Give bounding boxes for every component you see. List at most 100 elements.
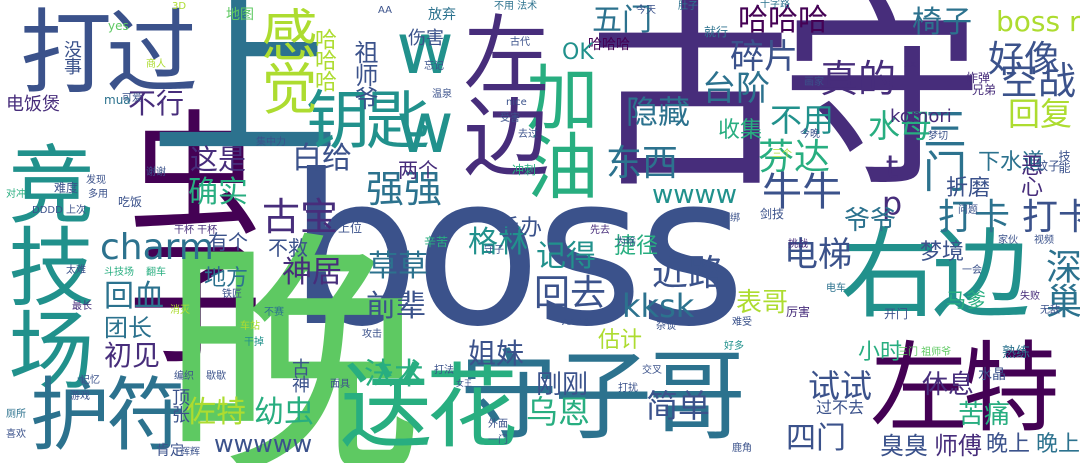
word: 前辈	[366, 292, 426, 322]
word: 古神	[290, 358, 308, 393]
word: 三门 祖师爷	[898, 348, 951, 358]
word: 喜欢	[6, 430, 26, 440]
word: 草草	[368, 252, 428, 282]
word: 一门	[488, 436, 508, 446]
word: 发现	[86, 176, 106, 186]
word: 捆绑	[720, 214, 740, 224]
word: 白给	[292, 144, 352, 174]
word: 杂谈	[656, 322, 676, 332]
word: 打扰	[618, 384, 638, 394]
word: 地图	[226, 8, 254, 22]
word: 鹿角	[732, 444, 752, 454]
word: wwwww	[214, 432, 312, 456]
word: 打卡	[1022, 200, 1080, 236]
word: 休息	[922, 372, 974, 398]
word: 干掉	[244, 338, 264, 348]
word: 四门	[786, 424, 846, 454]
word: 椅子	[912, 8, 972, 38]
word: 技能	[1058, 150, 1070, 173]
word: 打法	[434, 366, 454, 376]
word: 电饭煲	[6, 96, 60, 114]
word: wwww	[652, 182, 737, 208]
word: 乌恩	[526, 396, 590, 428]
word: 游戏	[70, 392, 90, 402]
word: 回复	[1008, 98, 1072, 130]
word: 翻车	[146, 268, 166, 278]
word: kksk	[622, 290, 694, 322]
word: 过不去	[816, 400, 864, 416]
word: 地方	[204, 268, 248, 290]
word: 谢谢	[146, 168, 166, 178]
word: 哈哈哈	[738, 6, 828, 36]
word: 肚子	[678, 2, 698, 12]
word: 台阶	[702, 72, 770, 106]
word: 感觉	[256, 6, 312, 114]
word: 开门	[884, 308, 908, 320]
word: OK	[562, 42, 594, 64]
word: 受害	[500, 114, 520, 124]
word: 今晚	[800, 130, 820, 140]
word: 祖师爷	[352, 40, 376, 109]
word: 剑技	[760, 208, 784, 220]
word: 团长	[104, 316, 152, 340]
word: 两个	[398, 160, 438, 180]
word: 多用	[88, 190, 108, 200]
word: 外面	[488, 420, 508, 430]
word: 佐特	[186, 398, 246, 428]
word: 古宝	[262, 198, 338, 236]
word: 放弃	[428, 8, 456, 22]
word: 晚上	[986, 434, 1030, 456]
word: 交叉	[642, 366, 662, 376]
word: 女王	[456, 380, 472, 388]
word: 估计	[598, 330, 642, 352]
word: 歇歇	[206, 372, 226, 382]
word: 挑战	[788, 240, 808, 250]
word: 简单	[646, 390, 710, 422]
word: 难度	[54, 182, 78, 194]
word: xx	[904, 60, 916, 70]
word: 画家	[804, 78, 824, 88]
word: 不用 法术	[494, 2, 537, 12]
word: 手办	[498, 218, 542, 240]
word: 一会	[962, 266, 982, 276]
word: 神居	[282, 258, 342, 288]
word: 伤害	[408, 30, 444, 48]
word: 面具	[330, 380, 350, 390]
word: 牛牛	[762, 172, 842, 212]
word: boss rush	[996, 8, 1080, 36]
word: 铁匠	[222, 290, 242, 300]
word: 无敌	[1040, 306, 1060, 316]
word: 为啥	[616, 238, 636, 248]
word: 没事	[62, 40, 80, 75]
word: 厕所	[6, 410, 26, 420]
word: 不救	[268, 238, 308, 258]
word: 失败	[1020, 292, 1040, 302]
word: 冲刺	[512, 164, 536, 176]
word: 忘记	[424, 62, 444, 72]
word: 厉害	[786, 306, 810, 318]
word: 先去	[590, 226, 610, 236]
word: 姐妹	[468, 340, 524, 368]
word: 晚上	[1036, 434, 1080, 456]
word: 编织	[174, 372, 194, 382]
word: 消灭	[170, 306, 190, 316]
word: nice	[506, 98, 527, 108]
word: 苦痛	[958, 402, 1010, 428]
word: 对冲	[6, 190, 26, 200]
word: 爷爷	[844, 208, 896, 234]
word: 车站	[240, 322, 260, 332]
word: 3D	[172, 2, 186, 12]
word: 记得	[536, 242, 596, 272]
word: 家伙	[998, 236, 1018, 246]
word: 法术	[364, 360, 424, 390]
word: 古代	[510, 38, 530, 48]
word: yes	[108, 20, 129, 32]
word: 东西	[606, 146, 678, 182]
word: 回血	[104, 282, 164, 312]
word: 刚刚	[536, 372, 588, 398]
word: 收集	[718, 120, 762, 142]
word: 兄弟	[972, 84, 996, 96]
word: 上位	[338, 222, 362, 234]
word: 太难	[66, 266, 86, 276]
